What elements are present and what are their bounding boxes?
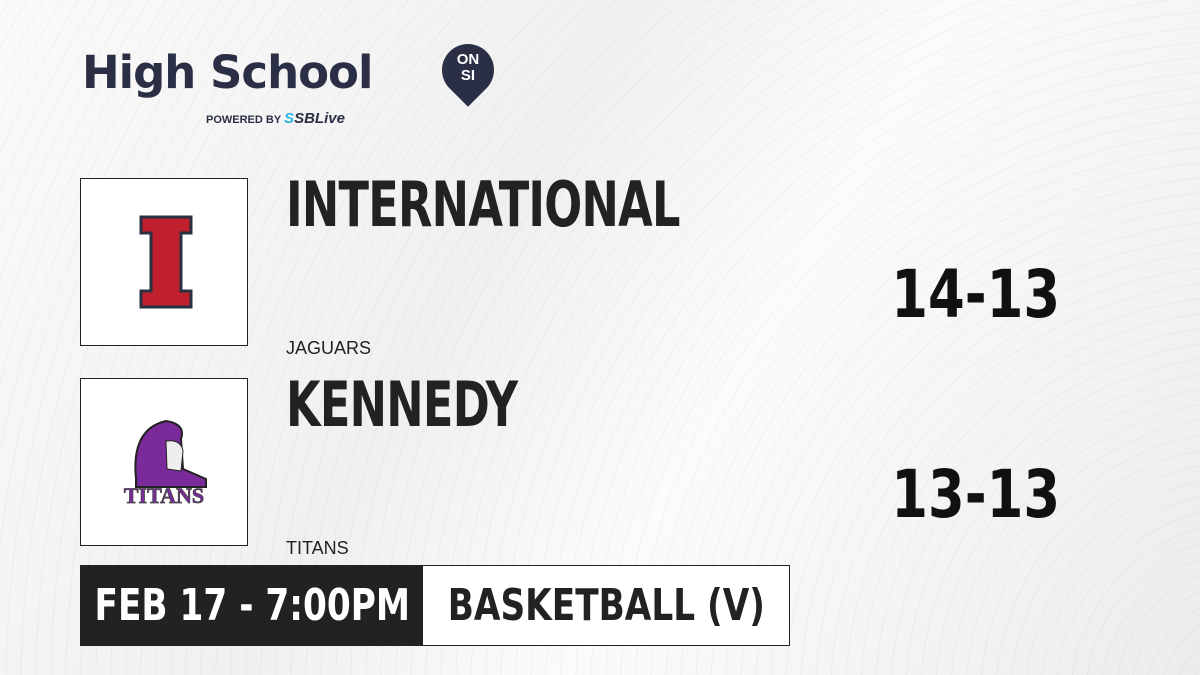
game-datetime: FEB 17 - 7:00PM xyxy=(81,566,423,645)
brand-title: High School xyxy=(82,46,373,99)
badge-bottom: SI xyxy=(460,67,476,84)
partner-logo: SSBLive xyxy=(284,110,345,127)
letter-i-logo-icon xyxy=(139,215,193,309)
team-name-home: INTERNATIONAL xyxy=(286,168,680,241)
badge-top: ON xyxy=(456,51,480,68)
team-mascot-away: TITANS xyxy=(286,538,349,558)
brand-logo: High School ON SI POWERED BY SSBLive xyxy=(82,33,505,127)
team-record-home: 14-13 xyxy=(891,256,1060,333)
powered-by: POWERED BY xyxy=(206,114,281,126)
team-logo-international xyxy=(80,178,248,346)
team-record-away: 13-13 xyxy=(891,456,1060,533)
game-sport: BASKETBALL (V) xyxy=(423,566,789,645)
titan-logo-icon: TITANS xyxy=(123,419,207,508)
team-mascot-home: JAGUARS xyxy=(286,338,372,358)
svg-text:TITANS: TITANS xyxy=(124,483,204,508)
team-logo-kennedy: TITANS xyxy=(80,378,248,546)
team-name-away: KENNEDY xyxy=(286,368,518,441)
game-info-bar: FEB 17 - 7:00PM BASKETBALL (V) xyxy=(80,565,790,646)
